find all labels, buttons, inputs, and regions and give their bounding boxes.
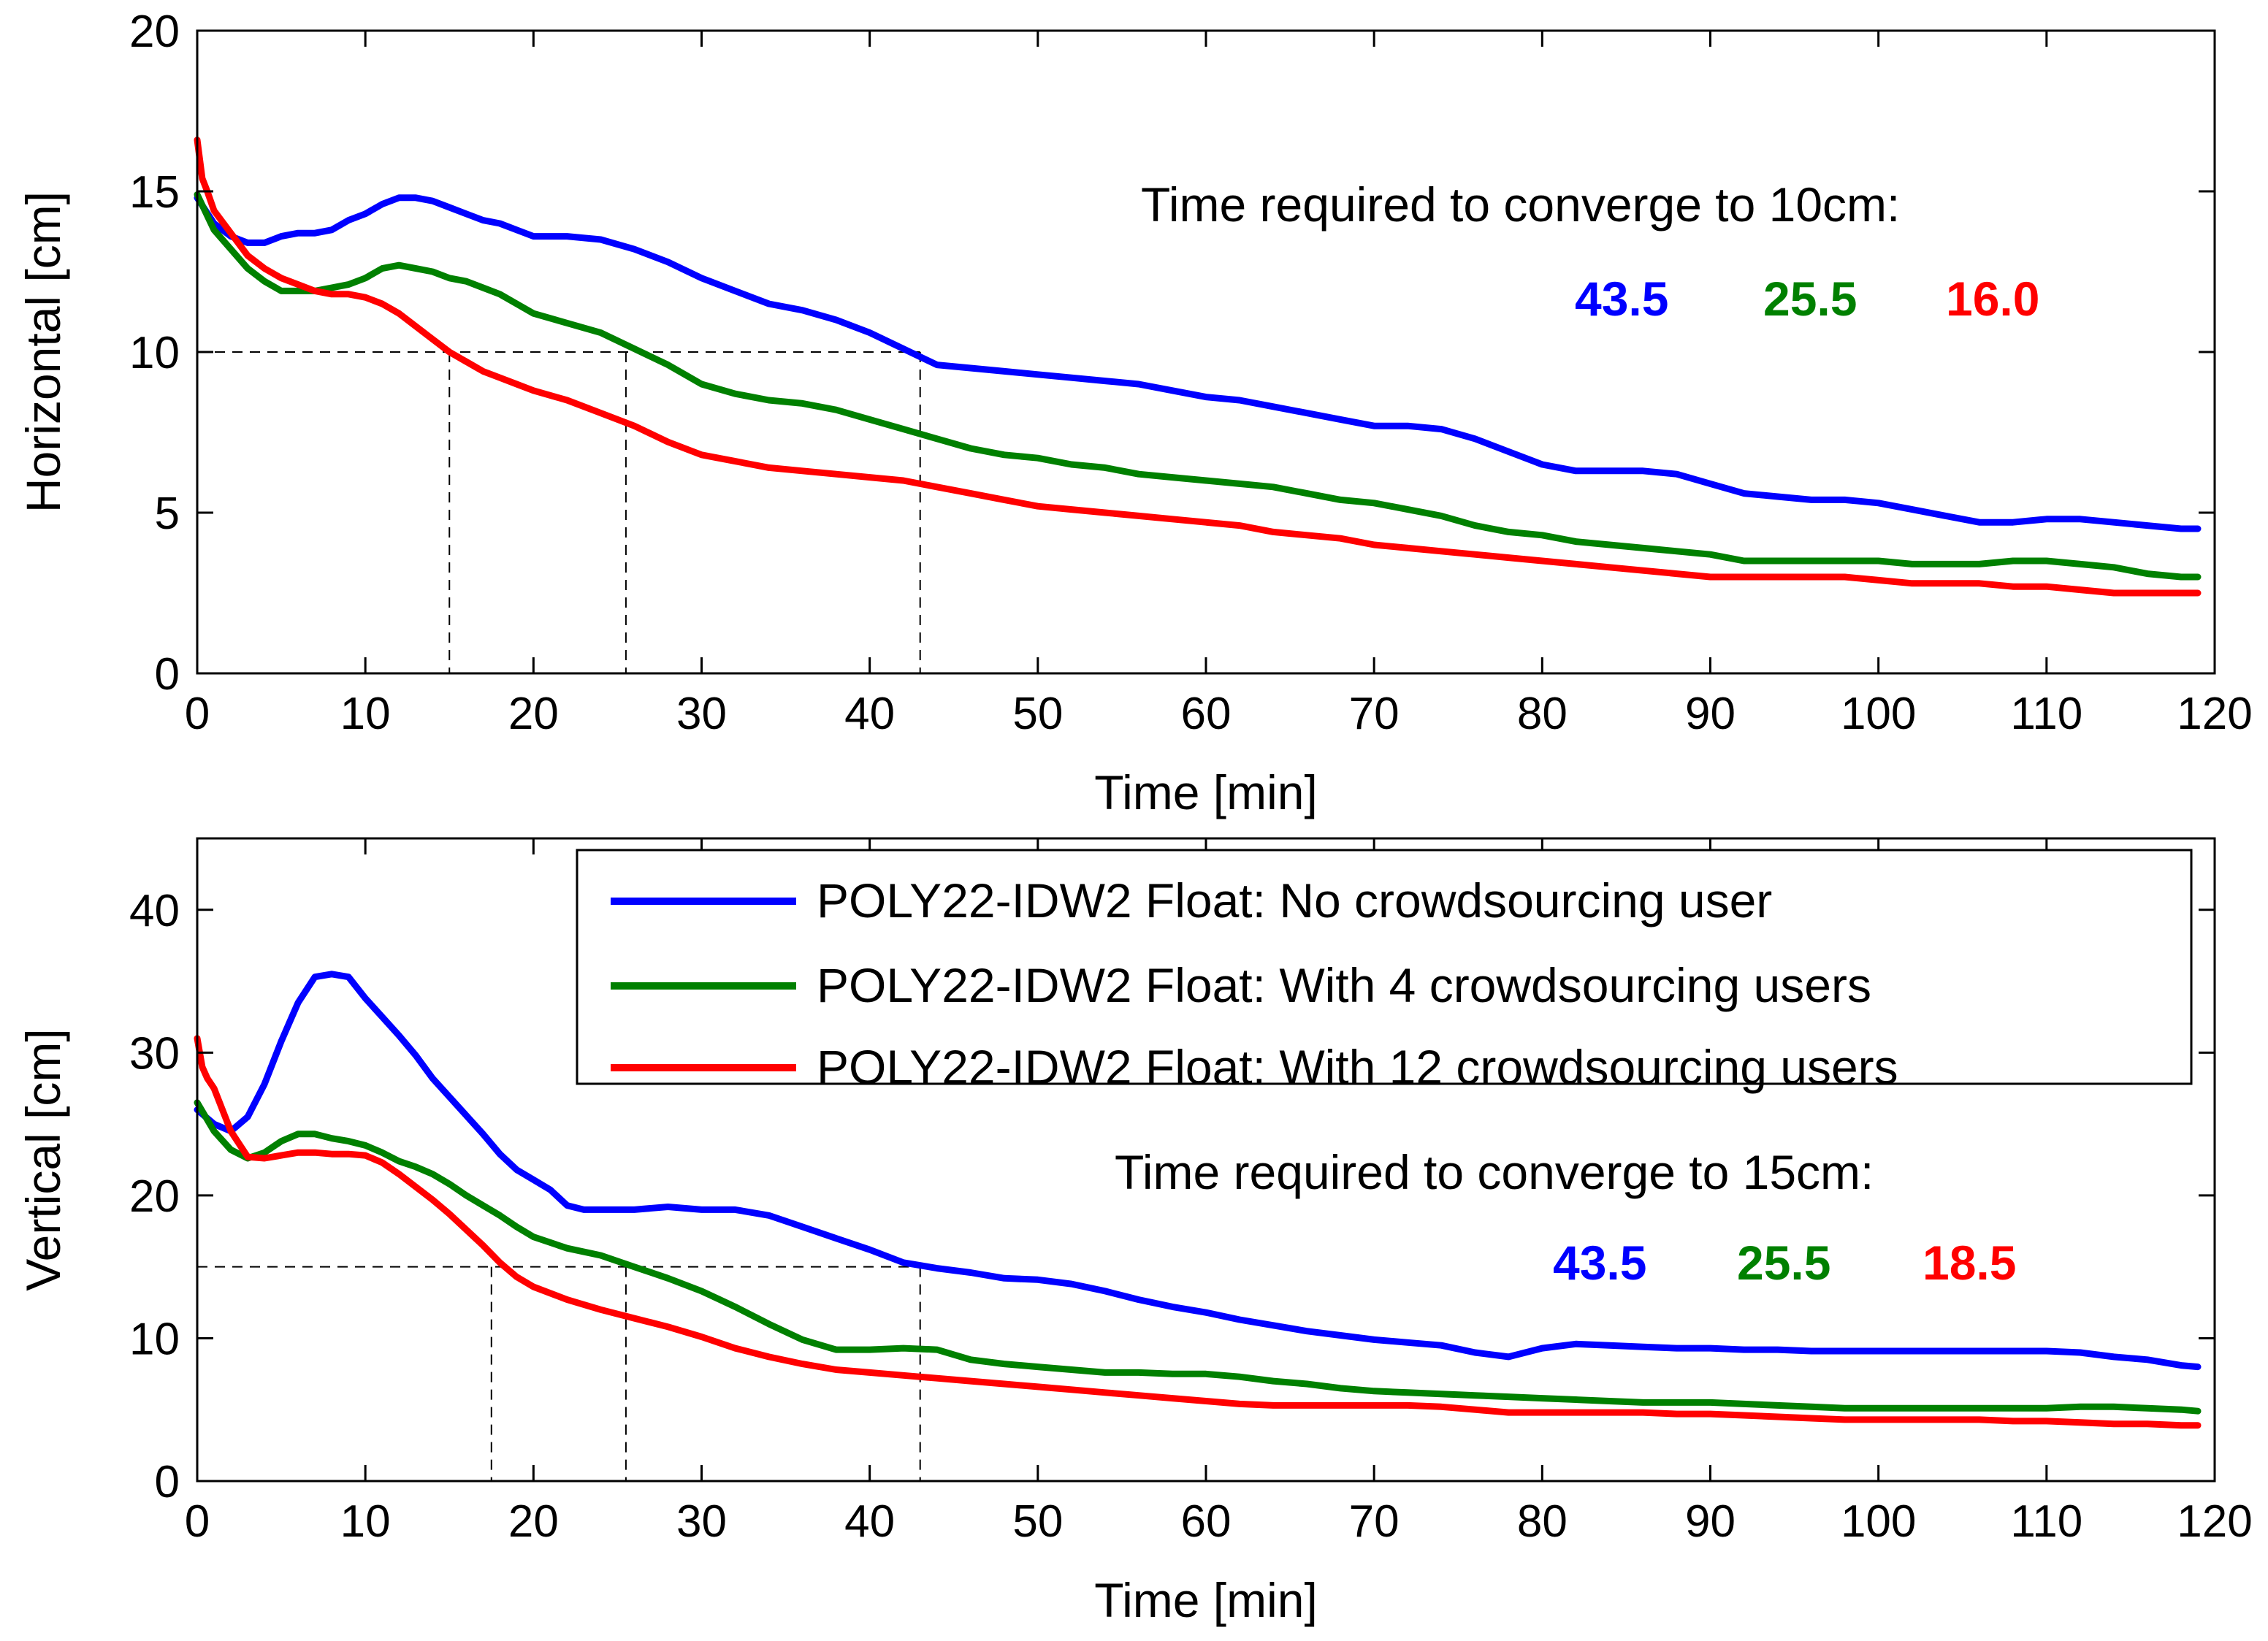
legend-label-12-users: POLY22-IDW2 Float: With 12 crowdsourcing…	[817, 1040, 1898, 1094]
vertical-y-tick-label: 40	[129, 886, 180, 936]
vertical-series-4-users-line	[194, 1099, 2202, 1415]
vertical-annotation-title: Time required to converge to 15cm:	[1115, 1145, 1874, 1199]
vertical-x-tick-label: 50	[1012, 1496, 1063, 1547]
horizontal-annotation-value-red: 16.0	[1946, 272, 2039, 326]
horizontal-series-no-crowdsourcing-line	[194, 194, 2202, 532]
horizontal-series	[194, 137, 2202, 597]
horizontal-ticks: 0 10 20 30 40 50 60 70 80 90 100 110 120 0 5 10 15 20	[129, 7, 2253, 739]
vertical-series	[194, 971, 2202, 1429]
horizontal-x-tick-label: 70	[1349, 689, 1400, 739]
legend-label-4-users: POLY22-IDW2 Float: With 4 crowdsourcing …	[817, 958, 1871, 1012]
vertical-annotation-value-red: 18.5	[1923, 1236, 2016, 1290]
vertical-x-tick-label: 40	[844, 1496, 895, 1547]
horizontal-panel: 0 10 20 30 40 50 60 70 80 90 100 110 120 0 5 10 15 20 Tim…	[16, 7, 2253, 819]
horizontal-x-tick-label: 60	[1181, 689, 1232, 739]
horizontal-y-tick-label: 0	[155, 649, 180, 700]
horizontal-x-tick-label: 20	[508, 689, 559, 739]
vertical-x-tick-label: 10	[340, 1496, 391, 1547]
horizontal-x-tick-label: 80	[1517, 689, 1568, 739]
vertical-x-tick-label: 0	[185, 1496, 210, 1547]
horizontal-annotation-value-blue: 43.5	[1575, 272, 1668, 326]
vertical-x-tick-label: 110	[2010, 1496, 2082, 1547]
legend-box	[576, 849, 2193, 1085]
horizontal-threshold-guides	[197, 351, 921, 673]
vertical-series-12-users-line	[194, 1035, 2202, 1429]
horizontal-x-tick-label: 120	[2177, 689, 2252, 739]
vertical-x-tick-label: 120	[2177, 1496, 2252, 1547]
horizontal-y-tick-label: 15	[129, 167, 180, 218]
horizontal-y-tick-label: 10	[129, 328, 180, 378]
vertical-annotation-value-blue: 43.5	[1553, 1236, 1646, 1290]
vertical-x-tick-label: 30	[676, 1496, 727, 1547]
horizontal-series-12-users-line	[194, 137, 2202, 597]
legend-label-no-crowdsourcing: POLY22-IDW2 Float: No crowdsourcing user	[817, 873, 1772, 927]
horizontal-x-tick-label: 50	[1012, 689, 1063, 739]
vertical-ticks: 0 10 20 30 40 50 60 70 80 90 100 110 120 0 10 20 30 40	[129, 838, 2253, 1547]
vertical-x-tick-label: 70	[1349, 1496, 1400, 1547]
vertical-panel: 0 10 20 30 40 50 60 70 80 90 100 110 120 0 10 20 30 40 Ti…	[16, 837, 2253, 1627]
horizontal-x-tick-label: 90	[1685, 689, 1736, 739]
vertical-annotation-value-green: 25.5	[1737, 1236, 1830, 1290]
horizontal-annotation-title: Time required to converge to 10cm:	[1141, 177, 1900, 232]
vertical-series-no-crowdsourcing-line	[194, 971, 2202, 1371]
vertical-y-tick-label: 0	[155, 1457, 180, 1507]
horizontal-x-tick-label: 100	[1841, 689, 1916, 739]
vertical-y-tick-label: 20	[129, 1171, 180, 1222]
vertical-y-axis-label: Vertical [cm]	[16, 1028, 70, 1290]
vertical-y-tick-label: 10	[129, 1314, 180, 1364]
horizontal-y-tick-label: 5	[155, 489, 180, 539]
horizontal-x-tick-label: 10	[340, 689, 391, 739]
vertical-y-tick-label: 30	[129, 1028, 180, 1079]
horizontal-x-axis-label: Time [min]	[1094, 765, 1318, 819]
vertical-x-tick-label: 90	[1685, 1496, 1736, 1547]
horizontal-series-4-users-line	[194, 191, 2202, 581]
vertical-x-axis-label: Time [min]	[1094, 1573, 1318, 1627]
horizontal-x-tick-label: 110	[2010, 689, 2082, 739]
horizontal-x-tick-label: 30	[676, 689, 727, 739]
horizontal-x-tick-label: 0	[185, 689, 210, 739]
horizontal-y-tick-label: 20	[129, 7, 180, 57]
horizontal-x-tick-label: 40	[844, 689, 895, 739]
vertical-x-tick-label: 20	[508, 1496, 559, 1547]
horizontal-y-axis-label: Horizontal [cm]	[16, 191, 70, 513]
vertical-x-tick-label: 80	[1517, 1496, 1568, 1547]
vertical-x-tick-label: 100	[1841, 1496, 1916, 1547]
vertical-x-tick-label: 60	[1181, 1496, 1232, 1547]
legend: POLY22-IDW2 Float: No crowdsourcing user…	[576, 849, 2193, 1094]
horizontal-annotation-value-green: 25.5	[1763, 272, 1857, 326]
